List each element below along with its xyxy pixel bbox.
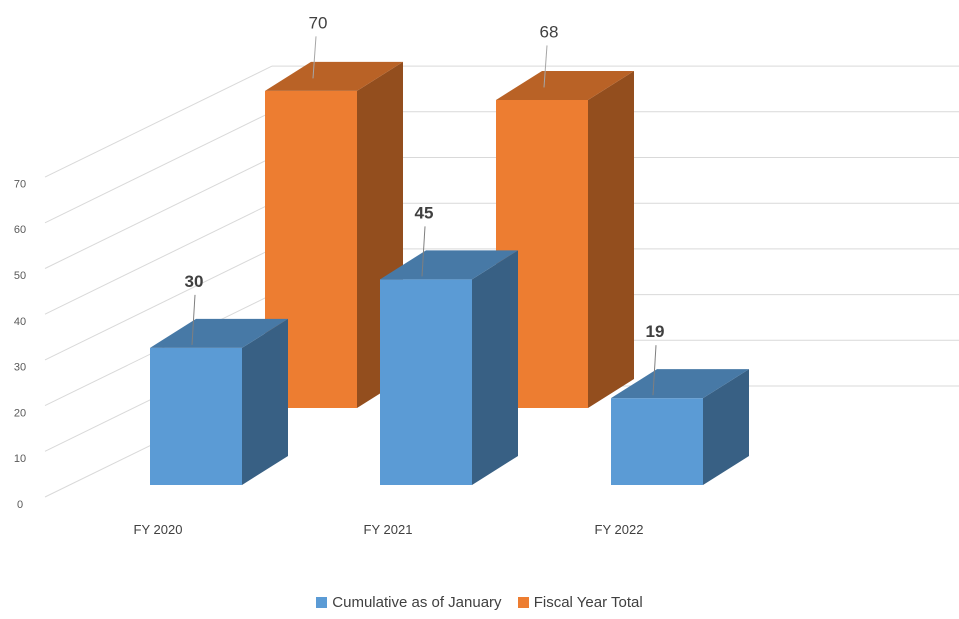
legend-swatch-fiscal <box>517 597 529 608</box>
label-leader-line <box>543 45 548 88</box>
legend-swatch-cumulative <box>316 597 328 608</box>
y-tick-label: 0 <box>17 499 23 511</box>
legend-item-cumulative: Cumulative as of January <box>316 594 502 611</box>
gridline-slant <box>44 202 273 315</box>
bar-cumulative-january <box>611 369 749 485</box>
bar-side-face <box>588 70 634 409</box>
gridline-slant <box>44 157 273 269</box>
data-label-cumulative-january: 19 <box>646 322 665 341</box>
y-tick-label: 40 <box>14 316 26 328</box>
gridline-slant <box>44 248 273 361</box>
bar-cumulative-january <box>150 318 288 485</box>
data-label-cumulative-january: 45 <box>415 203 434 222</box>
y-tick-label: 20 <box>14 407 26 419</box>
bar-side-face <box>703 369 749 485</box>
y-axis-ticks: 0 10 20 30 40 50 60 70 <box>14 178 26 511</box>
bar-cumulative-january <box>380 250 518 485</box>
bar-top-face <box>611 369 749 399</box>
y-tick-label: 50 <box>14 270 26 282</box>
bar-side-face <box>472 250 518 485</box>
cumulative-january-bars <box>150 250 749 485</box>
data-label-fiscal-year-total: 68 <box>540 22 559 41</box>
x-category-label: FY 2020 <box>134 522 183 537</box>
data-labels: 70 68 30 45 19 <box>185 13 665 396</box>
bar-front-face <box>611 398 703 485</box>
gridline-slant <box>44 65 273 178</box>
label-leader-line <box>312 36 317 79</box>
legend-item-fiscal: Fiscal Year Total <box>517 594 643 611</box>
bar-top-face <box>496 70 634 100</box>
x-category-label: FY 2021 <box>364 522 413 537</box>
legend: Cumulative as of January Fiscal Year Tot… <box>0 594 959 612</box>
bar-top-face <box>265 61 403 91</box>
bar-top-face <box>150 318 288 348</box>
x-category-label: FY 2022 <box>595 522 644 537</box>
label-leader-line <box>652 345 657 396</box>
data-label-fiscal-year-total: 70 <box>309 13 328 32</box>
gridline-slant <box>44 111 273 224</box>
x-axis-categories: FY 2020 FY 2021 FY 2022 <box>134 522 644 537</box>
y-tick-label: 60 <box>14 224 26 236</box>
bar-front-face <box>150 347 242 485</box>
bar-front-face <box>380 279 472 485</box>
legend-label-fiscal: Fiscal Year Total <box>533 594 643 611</box>
bar-side-face <box>242 318 288 485</box>
bar-top-face <box>380 250 518 280</box>
data-label-cumulative-january: 30 <box>185 272 204 291</box>
y-tick-label: 70 <box>14 178 26 190</box>
label-leader-line <box>191 294 196 345</box>
y-tick-label: 10 <box>14 453 26 465</box>
label-leader-line <box>421 226 426 277</box>
legend-label-cumulative: Cumulative as of January <box>332 594 502 611</box>
y-tick-label: 30 <box>14 362 26 374</box>
